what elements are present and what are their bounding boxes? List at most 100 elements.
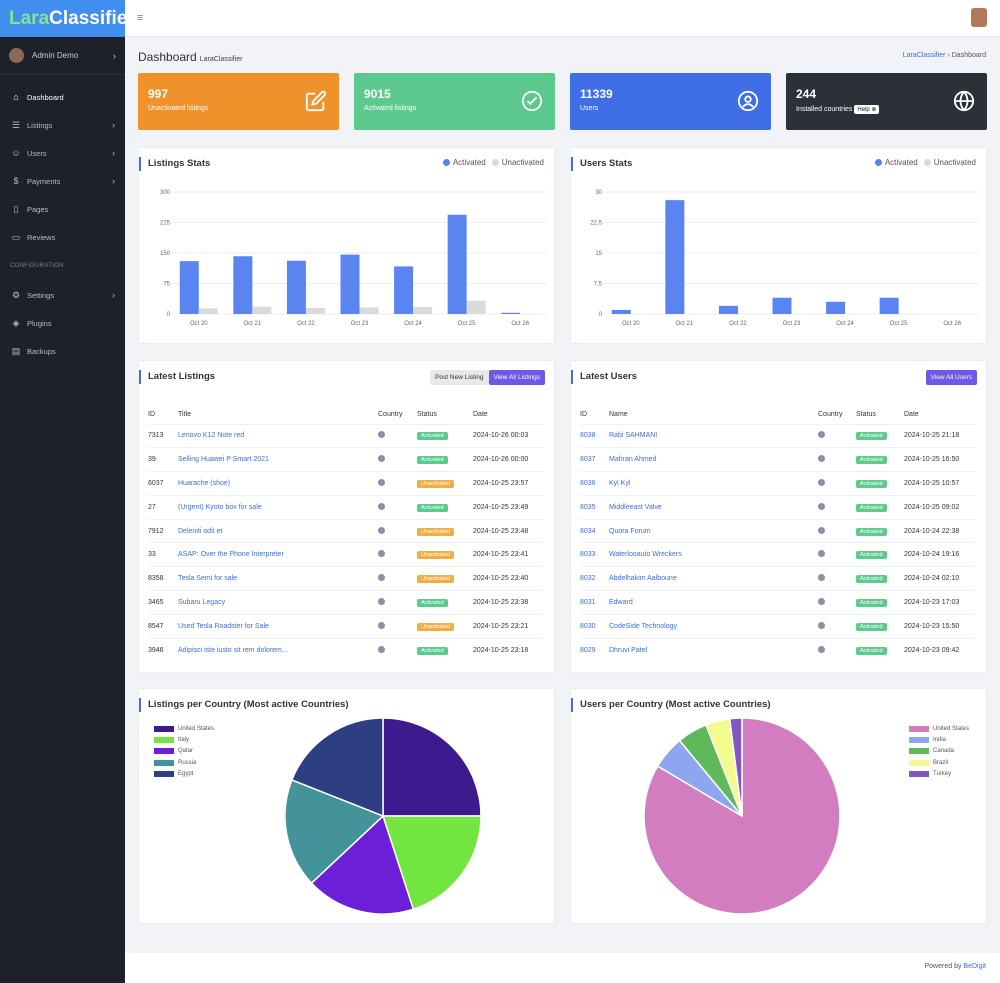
row-title[interactable]: ASAP: Over the Phone Interpreter bbox=[178, 542, 378, 567]
row-title[interactable]: Subaru Legacy bbox=[178, 590, 378, 615]
row-title[interactable]: Lenovo K12 Note red bbox=[178, 423, 378, 448]
row-id[interactable]: 8037 bbox=[580, 447, 609, 472]
menu-toggle-icon[interactable]: ≡ bbox=[137, 12, 144, 24]
legend-item[interactable]: United States bbox=[909, 723, 969, 734]
bar-unactivated-oct-25[interactable] bbox=[466, 300, 486, 314]
row-id[interactable]: 8038 bbox=[580, 423, 609, 448]
row-name[interactable]: Edward bbox=[609, 590, 818, 615]
bar-activated-oct-22[interactable] bbox=[718, 305, 738, 314]
row-id[interactable]: 8033 bbox=[580, 542, 609, 567]
bar-activated-oct-24[interactable] bbox=[826, 301, 846, 314]
card-users[interactable]: 11339 Users bbox=[570, 73, 771, 130]
row-name[interactable]: Kyl Kyl bbox=[609, 471, 818, 496]
bar-activated-oct-25[interactable] bbox=[879, 297, 899, 314]
footer-link[interactable]: BeDigit bbox=[963, 963, 986, 970]
row-title[interactable]: Tesla Semi for sale bbox=[178, 566, 378, 591]
bar-unactivated-oct-23[interactable] bbox=[359, 307, 379, 314]
bar-activated-oct-23[interactable] bbox=[340, 254, 360, 314]
bar-activated-oct-24[interactable] bbox=[394, 266, 414, 314]
bar-activated-oct-25[interactable] bbox=[447, 214, 467, 314]
sidebar-item-plugins[interactable]: ◈ Plugins bbox=[0, 309, 125, 337]
post-new-listing-button[interactable]: Post New Listing bbox=[430, 370, 489, 385]
country-flag-icon bbox=[378, 478, 385, 486]
x-tick-label: Oct 21 bbox=[676, 321, 694, 327]
view-all-listings-button[interactable]: View All Listings bbox=[488, 370, 545, 385]
legend-item[interactable]: Russia bbox=[154, 757, 214, 768]
row-title[interactable]: Used Tesla Roadster for Sale bbox=[178, 613, 378, 639]
card-activated-listings[interactable]: 9015 Activated listings bbox=[354, 73, 555, 130]
bar-activated-oct-22[interactable] bbox=[286, 260, 306, 314]
user-avatar[interactable] bbox=[971, 8, 987, 27]
bar-activated-oct-21[interactable] bbox=[665, 200, 685, 314]
sidebar-item-users[interactable]: ☺ Users › bbox=[0, 139, 125, 167]
row-title[interactable]: (Urgent) Kyoto box for sale bbox=[178, 494, 378, 520]
sidebar-item-reviews[interactable]: ▭ Reviews bbox=[0, 223, 125, 251]
bar-activated-oct-21[interactable] bbox=[233, 256, 253, 314]
row-name[interactable]: Mahran Ahmed bbox=[609, 447, 818, 472]
legend-item[interactable]: Italy bbox=[154, 734, 214, 745]
row-id[interactable]: 8036 bbox=[580, 471, 609, 496]
row-name[interactable]: Waterlooauto Wreckers bbox=[609, 542, 818, 567]
row-id[interactable]: 8034 bbox=[580, 518, 609, 543]
legend-activated[interactable]: Activated bbox=[442, 158, 486, 167]
legend-unactivated[interactable]: Unactivated bbox=[491, 158, 544, 167]
legend-item[interactable]: Egypt bbox=[154, 769, 214, 780]
legend-item[interactable]: Canada bbox=[909, 746, 969, 757]
bar-activated-oct-20[interactable] bbox=[611, 309, 631, 314]
bar-activated-oct-26[interactable] bbox=[501, 312, 521, 314]
bar-activated-oct-20[interactable] bbox=[179, 261, 199, 314]
app-logo[interactable]: Lara Classifier bbox=[0, 0, 135, 37]
row-id[interactable]: 8032 bbox=[580, 566, 609, 591]
pie-slice-turkey[interactable] bbox=[728, 717, 743, 817]
bar-unactivated-oct-20[interactable] bbox=[198, 308, 218, 314]
row-name[interactable]: Rabi SAHMANI bbox=[609, 423, 818, 448]
bar-unactivated-oct-21[interactable] bbox=[252, 306, 272, 314]
sidebar-item-payments[interactable]: $ Payments › bbox=[0, 167, 125, 195]
row-name[interactable]: Dhruvi Patel bbox=[609, 637, 818, 662]
legend-item[interactable]: Brazil bbox=[909, 757, 969, 768]
legend-swatch bbox=[909, 759, 929, 766]
row-id[interactable]: 8031 bbox=[580, 590, 609, 615]
sidebar-item-pages[interactable]: ▯ Pages bbox=[0, 195, 125, 223]
legend-item[interactable]: Qatar bbox=[154, 746, 214, 757]
legend-item[interactable]: Turkey bbox=[909, 769, 969, 780]
card-unactivated-listings[interactable]: 997 Unactivated listings bbox=[138, 73, 339, 130]
row-id[interactable]: 8030 bbox=[580, 613, 609, 639]
legend-item[interactable]: India bbox=[909, 734, 969, 745]
sidebar-item-listings[interactable]: ☰ Listings › bbox=[0, 111, 125, 139]
row-title[interactable]: Adipisci iste iusto sit rem dolorem... bbox=[178, 637, 378, 662]
view-all-users-button[interactable]: View All Users bbox=[925, 370, 977, 385]
row-id[interactable]: 8035 bbox=[580, 494, 609, 520]
row-name[interactable]: Abdelhakim Aalboune bbox=[609, 566, 818, 591]
user-circle-icon bbox=[737, 90, 759, 112]
row-name[interactable]: CodeSide Technology bbox=[609, 613, 818, 639]
legend-activated[interactable]: Activated bbox=[874, 158, 918, 167]
legend-unactivated[interactable]: Unactivated bbox=[923, 158, 976, 167]
legend-item[interactable]: United States bbox=[154, 723, 214, 734]
row-name[interactable]: Quora Forum bbox=[609, 518, 818, 543]
sidebar-item-settings[interactable]: ⚙ Settings › bbox=[0, 281, 125, 309]
pie-slice-united-states[interactable] bbox=[382, 717, 482, 817]
pie-slice-qatar[interactable] bbox=[310, 814, 415, 915]
breadcrumb-home[interactable]: LaraClassifier bbox=[902, 52, 946, 59]
status-badge: Unactivated bbox=[417, 575, 455, 584]
row-id[interactable]: 8029 bbox=[580, 637, 609, 662]
row-title[interactable]: Huarache (shoe) bbox=[178, 471, 378, 496]
pie-slice-italy[interactable] bbox=[381, 815, 482, 911]
bar-unactivated-oct-24[interactable] bbox=[413, 307, 433, 314]
card-installed-countries[interactable]: 244 Installed countries Help ⊗ bbox=[786, 73, 987, 130]
bar-activated-oct-23[interactable] bbox=[772, 297, 792, 314]
row-title[interactable]: Selling Huawei P Smart 2021 bbox=[178, 447, 378, 472]
admin-user-menu[interactable]: Admin Demo › bbox=[0, 37, 125, 75]
row-date: 2024-10-23 09:42 bbox=[904, 637, 975, 662]
sidebar-item-backups[interactable]: ▤ Backups bbox=[0, 337, 125, 365]
pie-slice-russia[interactable] bbox=[284, 778, 385, 885]
pie-slice-egypt[interactable] bbox=[290, 717, 384, 818]
row-date: 2024-10-25 23:41 bbox=[473, 542, 543, 567]
row-name[interactable]: Middleeast Valve bbox=[609, 494, 818, 520]
help-badge[interactable]: Help ⊗ bbox=[854, 105, 880, 114]
bar-unactivated-oct-22[interactable] bbox=[305, 307, 325, 314]
row-title[interactable]: Deleniti odit et bbox=[178, 518, 378, 543]
table-row: 8358 Tesla Semi for sale Unactivated 2024-1… bbox=[148, 566, 543, 591]
sidebar-item-dashboard[interactable]: ⌂ Dashboard bbox=[0, 83, 125, 111]
